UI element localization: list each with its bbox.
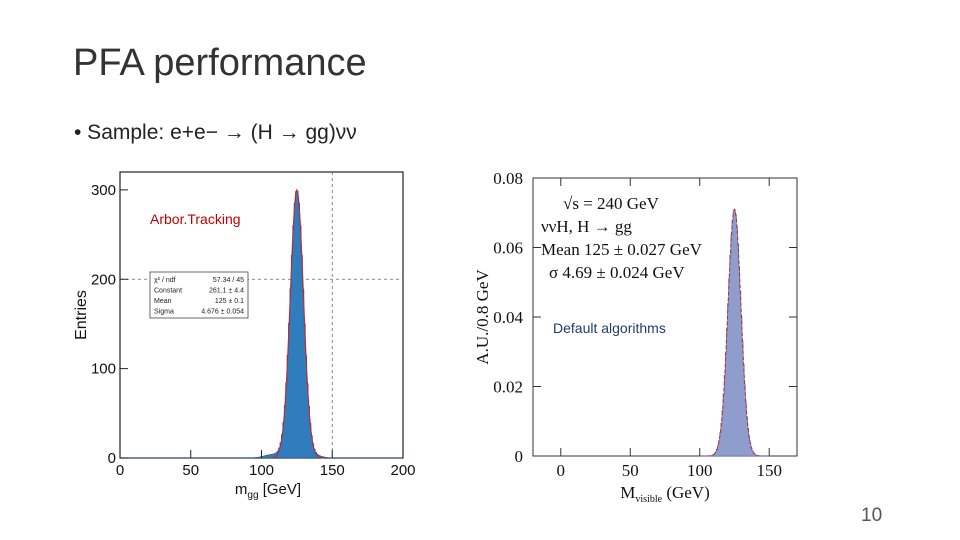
legend-mean: Mean 125 ± 0.027 GeV — [541, 240, 703, 259]
arbor-x-tick-label: 200 — [390, 462, 415, 479]
arbor-stats-key: Sigma — [154, 309, 174, 316]
default-y-tick-label: 0.04 — [493, 308, 523, 327]
default-y-tick-label: 0.06 — [493, 239, 523, 258]
arbor-stats-key: Constant — [154, 288, 182, 295]
arbor-x-tick-label: 100 — [249, 462, 274, 479]
default-y-tick-label: 0.02 — [493, 378, 523, 397]
page-number: 10 — [861, 505, 883, 526]
arbor-stats-value: 4.676 ± 0.054 — [201, 309, 244, 316]
arbor-tracking-label: Arbor.Tracking — [150, 211, 241, 227]
arbor-x-tick-label: 150 — [320, 462, 345, 479]
default-x-ticks: 0 50 100 150 — [557, 178, 782, 480]
default-algorithms-label: Default algorithms — [553, 320, 666, 336]
arbor-y-ticks: 0 100 200 300 — [91, 182, 128, 467]
legend-process: ννH, H → gg — [541, 217, 632, 236]
arbor-histogram-bars — [120, 191, 403, 459]
default-plot-frame — [532, 177, 798, 457]
legend-sigma: σ 4.69 ± 0.024 GeV — [549, 263, 685, 282]
default-histogram-plot: 0 50 100 150 0 0.02 0.04 0.06 0.08 √s = 240 GeV… — [455, 163, 815, 508]
arbor-y-tick-label: 100 — [91, 361, 116, 378]
default-x-tick-label: 150 — [756, 461, 782, 480]
arbor-x-tick-label: 50 — [182, 462, 199, 479]
arbor-y-tick-label: 0 — [108, 450, 116, 467]
arbor-dashed-lines — [120, 172, 403, 458]
default-histogram-svg: 0 50 100 150 0 0.02 0.04 0.06 0.08 √s = 240 GeV… — [473, 169, 798, 505]
arbor-x-ticks: 0 50 100 150 200 — [116, 450, 416, 479]
arbor-fit-curve — [268, 188, 326, 459]
arbor-stats-key: χ² / ndf — [154, 277, 176, 284]
arbor-ylabel: Entries — [73, 290, 90, 340]
default-xlabel: Mvisible (GeV) — [620, 483, 709, 505]
bullet-formula: e+e− → (H → gg)νν — [170, 121, 357, 144]
default-y-tick-label: 0.08 — [493, 169, 523, 188]
arbor-stats-value: 125 ± 0.1 — [215, 298, 244, 305]
arbor-stats-value: 261.1 ± 4.4 — [209, 288, 244, 295]
default-legend: √s = 240 GeV ννH, H → gg Mean 125 ± 0.02… — [541, 194, 703, 282]
arbor-stats-value: 57.34 / 45 — [213, 277, 244, 284]
legend-sqrt-s: √s = 240 GeV — [563, 194, 660, 213]
arbor-y-tick-label: 300 — [91, 182, 116, 199]
arbor-y-tick-label: 200 — [91, 271, 116, 288]
default-fit-curve — [706, 208, 762, 457]
arbor-xlabel: mgg [GeV] — [235, 481, 301, 500]
default-y-ticks: 0 0.02 0.04 0.06 0.08 — [493, 169, 797, 466]
default-x-tick-label: 0 — [557, 461, 566, 480]
slide-title: PFA performance — [73, 42, 367, 84]
default-y-tick-label: 0 — [515, 447, 524, 466]
default-x-tick-label: 100 — [687, 461, 713, 480]
arbor-histogram-plot: 0 50 100 150 200 0 100 200 300 χ² / ndf 57.34 / … — [72, 168, 417, 500]
arbor-x-tick-label: 0 — [116, 462, 124, 479]
arbor-stats-key: Mean — [154, 298, 172, 305]
sample-bullet: • Sample: e+e− → (H → gg)νν — [74, 121, 357, 145]
default-x-tick-label: 50 — [622, 461, 639, 480]
arbor-stats-box: χ² / ndf 57.34 / 45 Constant 261.1 ± 4.4 Mea… — [149, 271, 249, 319]
bullet-prefix: • Sample: — [74, 121, 165, 144]
default-ylabel: A.U./0.8 GeV — [473, 269, 492, 365]
arbor-histogram-svg: 0 50 100 150 200 0 100 200 300 χ² / ndf 57.34 / … — [73, 171, 416, 500]
